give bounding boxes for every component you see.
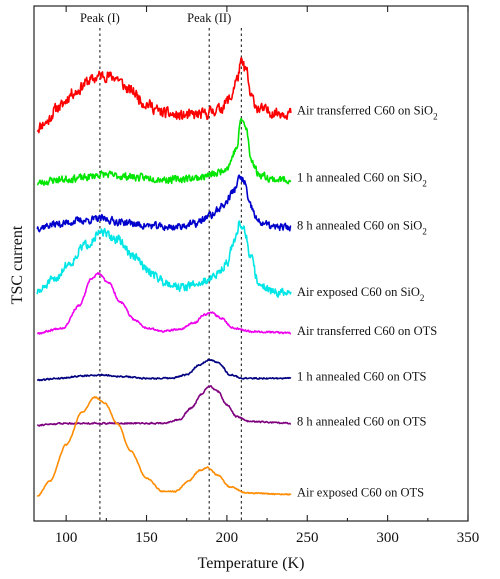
series-label-5: Air transferred C60 on OTS	[297, 324, 437, 338]
plot-area	[36, 28, 292, 521]
y-axis-title: TSC current	[9, 225, 26, 304]
x-tick-label-1: 100	[55, 530, 78, 546]
series-label-4: Air exposed C60 on SiO2	[297, 285, 424, 303]
series-line-4	[36, 220, 292, 298]
series-line-7	[36, 385, 292, 427]
series-line-1	[36, 57, 292, 134]
series-line-2	[36, 117, 292, 186]
series-line-5	[37, 271, 292, 335]
series-label-1: Air transferred C60 on SiO2	[297, 104, 438, 122]
x-axis-title: Temperature (K)	[198, 555, 305, 572]
series-label-8: Air exposed C60 on OTS	[297, 486, 424, 500]
x-tick-label-3: 200	[216, 530, 239, 546]
labels: Peak (I) Peak (II) Air transferred C60 on …	[9, 11, 479, 572]
series-label-6: 1 h annealed C60 on OTS	[297, 369, 427, 383]
peak-label-1: Peak (I)	[80, 11, 120, 25]
axes	[33, 5, 469, 522]
plot-frame	[33, 5, 469, 522]
x-tick-label-4: 250	[296, 530, 319, 546]
series-label-3: 8 h annealed C60 on SiO2	[297, 218, 427, 236]
x-tick-label-6: 350	[457, 530, 480, 546]
series-line-6	[37, 358, 292, 382]
series-line-3	[36, 174, 292, 233]
peak-label-2: Peak (II)	[187, 11, 231, 25]
x-tick-label-5: 300	[376, 530, 399, 546]
series-label-7: 8 h annealed C60 on OTS	[297, 414, 427, 428]
series-line-8	[36, 396, 292, 497]
series-label-2: 1 h annealed C60 on SiO2	[297, 171, 427, 189]
x-tick-label-2: 150	[135, 530, 158, 546]
